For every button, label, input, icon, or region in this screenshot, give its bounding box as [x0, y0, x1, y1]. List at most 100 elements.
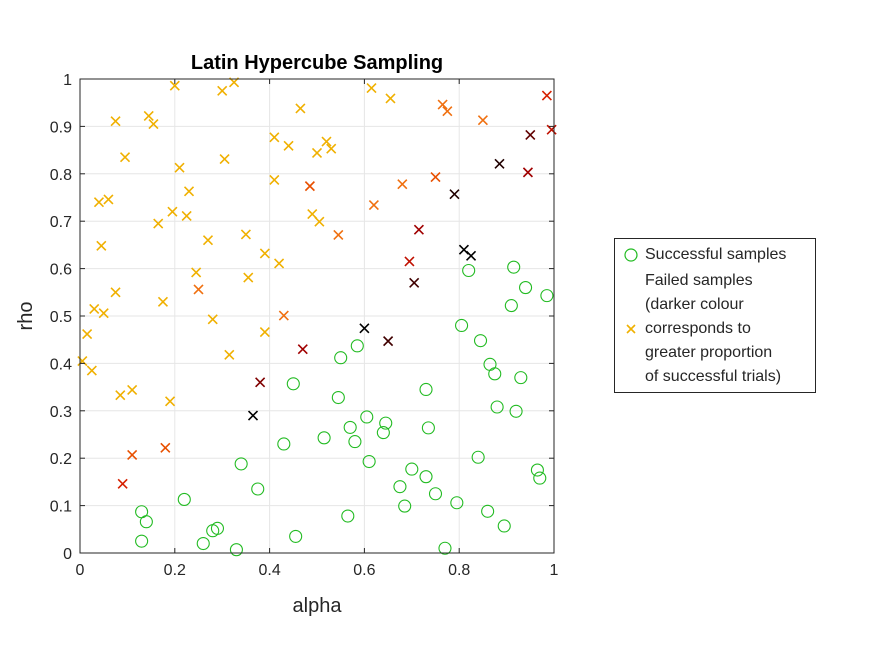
failed-sample-point: [127, 384, 138, 396]
failed-sample-point: [283, 140, 294, 151]
failed-sample-point: [103, 194, 114, 205]
failed-sample-point: [143, 110, 154, 122]
chart-title: Latin Hypercube Sampling: [191, 52, 443, 74]
successful-sample-point: [455, 318, 469, 333]
failed-sample-point: [413, 224, 424, 235]
failed-sample-point: [169, 80, 180, 91]
failed-sample-point: [409, 277, 420, 288]
failed-sample-point: [437, 99, 448, 110]
failed-sample-point: [449, 189, 460, 200]
x-tick-label: 0.8: [448, 562, 470, 579]
successful-sample-point: [419, 382, 433, 397]
failed-sample-point: [269, 132, 280, 143]
successful-sample-point: [540, 289, 554, 303]
successful-sample-point: [471, 450, 485, 464]
failed-sample-point: [525, 129, 536, 140]
x-tick-label: 0.2: [164, 562, 186, 579]
failed-sample-point: [160, 442, 171, 453]
y-tick-label: 0.4: [50, 356, 72, 373]
successful-sample-point: [450, 496, 464, 510]
successful-sample-point: [481, 504, 495, 518]
y-tick-label: 0.2: [50, 451, 72, 468]
failed-sample-point: [243, 272, 254, 283]
y-tick-label: 0.5: [50, 309, 72, 326]
successful-sample-point: [360, 410, 374, 424]
failed-sample-point: [93, 197, 105, 208]
successful-sample-point: [379, 416, 393, 430]
x-tick-label: 0.6: [353, 562, 375, 579]
failed-sample-point: [77, 355, 88, 367]
failed-sample-point: [153, 218, 164, 229]
successful-sample-point: [286, 377, 300, 391]
y-axis-label: rho: [15, 302, 37, 331]
failed-sample-point: [326, 143, 337, 154]
legend: Successful samples Failed samples (darke…: [614, 238, 816, 393]
legend-entry-successful: Successful samples: [615, 243, 815, 267]
failed-sample-point: [157, 296, 169, 307]
failed-sample-point: [274, 258, 285, 269]
successful-sample-point: [405, 462, 419, 476]
successful-sample-point: [177, 492, 191, 506]
failed-sample-point: [219, 154, 230, 165]
failed-sample-point: [98, 308, 109, 319]
failed-sample-point: [465, 250, 477, 261]
failed-sample-point: [477, 115, 488, 126]
y-tick-label: 0.7: [50, 214, 72, 231]
successful-sample-point: [530, 463, 544, 477]
failed-sample-point: [304, 181, 315, 192]
failed-sample-point: [404, 256, 415, 267]
failed-sample-point: [430, 172, 441, 183]
y-tick-label: 0.9: [50, 119, 72, 136]
failed-sample-point: [82, 328, 93, 340]
successful-sample-point: [135, 534, 149, 548]
failed-sample-point: [127, 449, 138, 460]
successful-sample-point: [462, 263, 476, 278]
successful-sample-point: [428, 487, 443, 501]
failed-sample-point: [259, 248, 270, 259]
failed-sample-point: [164, 396, 176, 407]
successful-sample-point: [473, 334, 488, 348]
failed-sample-point: [359, 323, 370, 334]
legend-entry-failed: Failed samples (darker colour correspond…: [615, 269, 815, 389]
successful-sample-point: [341, 509, 355, 523]
failed-sample-point: [191, 267, 202, 278]
successful-sample-point: [393, 480, 407, 494]
failed-sample-point: [333, 229, 344, 241]
successful-sample-point: [229, 543, 243, 557]
x-axis-label: alpha: [293, 595, 343, 617]
successful-sample-point: [419, 470, 433, 484]
failed-sample-point: [442, 106, 453, 117]
legend-label-failed: Failed samples (darker colour correspond…: [645, 272, 782, 385]
successful-sample-point: [317, 431, 331, 445]
successful-sample-point: [514, 371, 528, 385]
successful-sample-point: [376, 426, 390, 440]
failed-sample-point: [366, 82, 377, 94]
failed-sample-point: [117, 478, 128, 489]
x-marker-icon: [626, 324, 636, 334]
failed-sample-point: [255, 377, 266, 388]
successful-sample-point: [251, 482, 265, 496]
failed-sample-point: [181, 210, 192, 222]
successful-sample-point: [289, 529, 303, 543]
successful-sample-point: [398, 499, 412, 513]
failed-sample-point: [269, 174, 280, 186]
failed-sample-point: [193, 284, 204, 295]
successful-sample-point: [350, 339, 364, 353]
failed-sample-point: [110, 287, 121, 298]
successful-sample-point: [334, 351, 348, 365]
successful-sample-point: [421, 421, 435, 435]
failed-sample-point: [174, 162, 185, 173]
successful-sample-point: [343, 420, 357, 434]
y-tick-label: 0.8: [50, 167, 72, 184]
successful-sample-point: [533, 471, 547, 485]
x-tick-label: 0: [76, 562, 85, 579]
failed-sample-point: [321, 136, 332, 147]
failed-sample-point: [311, 147, 323, 159]
grid-lines: [79, 78, 555, 554]
axis-ticks: 0 0.2 0.4 0.6 0.8 1 0 0.1 0.2 0.3 0.4 0.5 0.6 0.7 0.8 0…: [50, 72, 559, 579]
y-tick-label: 0.1: [50, 499, 72, 516]
successful-sample-point: [196, 536, 210, 551]
circle-marker-icon: [624, 248, 638, 262]
failed-sample-point: [522, 167, 533, 178]
y-tick-label: 0: [63, 546, 72, 563]
